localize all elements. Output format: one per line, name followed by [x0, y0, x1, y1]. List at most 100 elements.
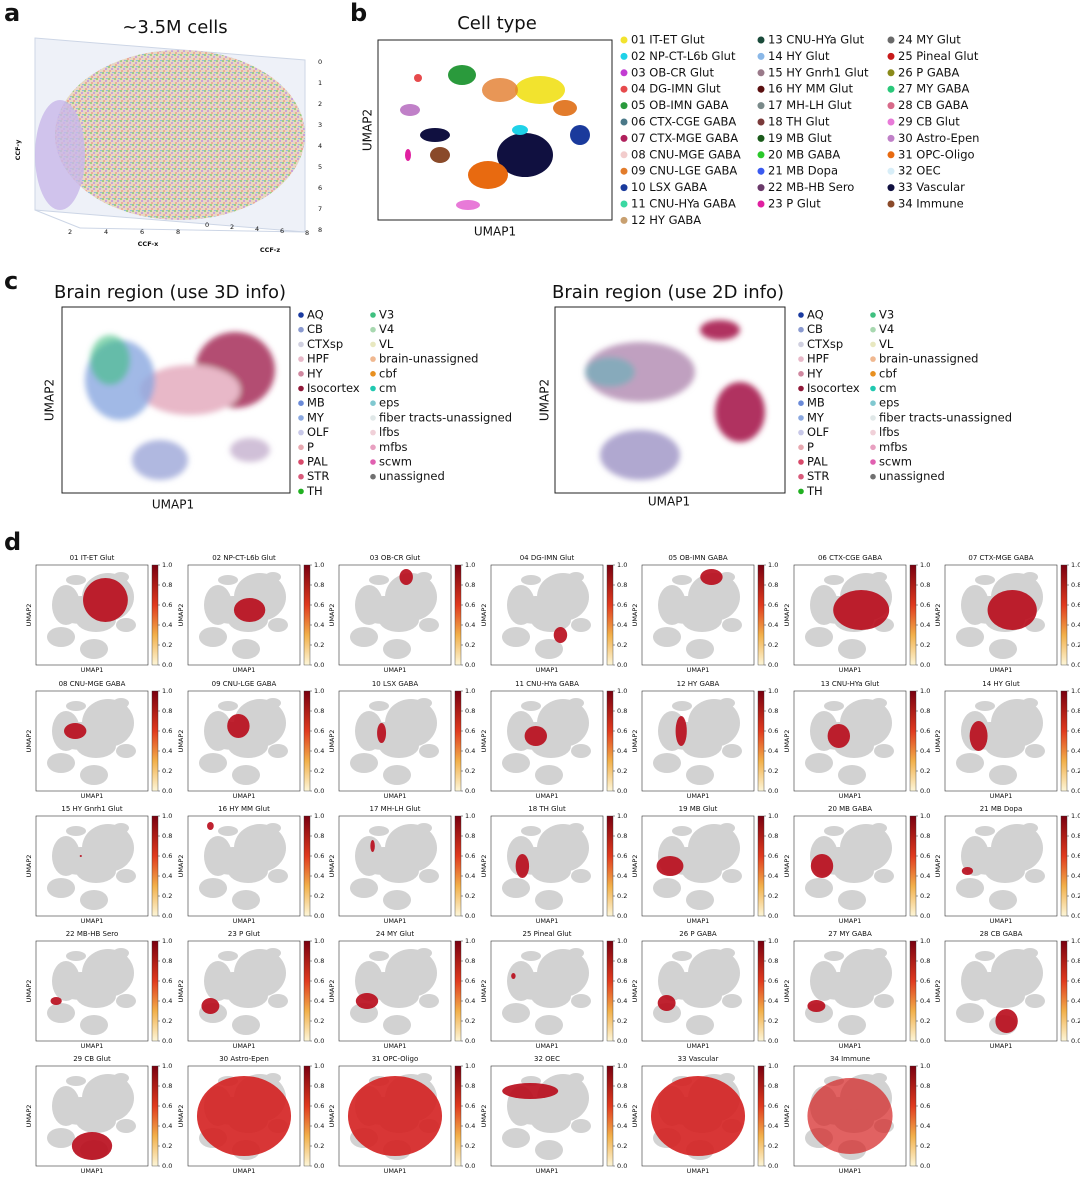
colorbar-tick-label: 0.2 [465, 1142, 475, 1150]
axis-label: UMAP1 [687, 666, 710, 674]
colorbar-tick-label: 0.4 [162, 747, 172, 755]
legend-label: HY [807, 366, 824, 380]
subplot: 27 MY GABA UMAP2 UMAP1 0.0 0.2 0.4 0.6 0.8 1.0 [783, 930, 930, 1050]
axis-label: UMAP1 [990, 917, 1013, 925]
legend-marker [798, 459, 804, 465]
subplot-title: 30 Astro-Epen [219, 1055, 269, 1063]
legend-label: lfbs [379, 425, 400, 439]
legend-marker [870, 326, 876, 333]
colorbar-tick-label: 0.0 [162, 787, 172, 795]
legend-label: 17 MH-LH Glut [768, 98, 852, 112]
legend-marker [620, 134, 628, 142]
colorbar [909, 940, 917, 1042]
legend-marker [798, 341, 804, 348]
legend-label: 23 P Glut [768, 197, 821, 211]
legend-label: AQ [307, 308, 324, 322]
colorbar-tick-label: 0.4 [617, 872, 627, 880]
colorbar-tick-label: 0.0 [920, 787, 930, 795]
colorbar-tick-label: 0.8 [617, 707, 627, 715]
legend-marker [757, 118, 765, 126]
axis-label: UMAP1 [839, 1167, 862, 1175]
legend-label: scwm [879, 455, 912, 469]
highlight [502, 1083, 559, 1099]
legend-marker [870, 459, 876, 465]
legend-label: 01 IT-ET Glut [631, 33, 705, 47]
colorbar [454, 1065, 462, 1167]
legend-label: 15 HY Gnrh1 Glut [768, 65, 869, 79]
axis-label: UMAP2 [631, 855, 639, 878]
legend-marker [370, 400, 376, 407]
subplot: 13 CNU-HYa Glut UMAP2 UMAP1 0.0 0.2 0.4 0.6 0.8… [783, 680, 930, 800]
axis-label: UMAP1 [81, 917, 104, 925]
colorbar-tick-label: 1.0 [920, 561, 930, 569]
legend-label: 30 Astro-Epen [898, 131, 979, 145]
legend-label: 29 CB Glut [898, 115, 960, 129]
highlight [355, 993, 379, 1009]
subplot: 16 HY MM Glut UMAP2 UMAP1 0.0 0.2 0.4 0.6 0.8 1.… [177, 805, 324, 925]
legend-label: fiber tracts-unassigned [879, 410, 1012, 424]
panel-title: ~3.5M cells [122, 17, 227, 38]
colorbar-tick-label: 0.2 [314, 1017, 324, 1025]
legend-marker [870, 312, 876, 318]
legend-label: 09 CNU-LGE GABA [631, 164, 737, 178]
legend-label: CB [807, 322, 823, 336]
colorbar-tick-label: 0.8 [162, 581, 172, 589]
colorbar [454, 940, 462, 1042]
axis-label: UMAP1 [687, 917, 710, 925]
highlight [227, 714, 250, 738]
subplot: 11 CNU-HYa GABA UMAP2 UMAP1 0.0 0.2 0.4 0.6 0.8… [480, 680, 627, 800]
colorbar-tick-label: 1.0 [314, 812, 324, 820]
legend-marker [620, 118, 628, 126]
tick-label: 8 [176, 228, 180, 236]
legend-label: 06 CTX-CGE GABA [631, 115, 736, 129]
legend-label: CB [307, 322, 323, 336]
legend-label: V4 [879, 322, 894, 336]
colorbar [606, 564, 614, 666]
colorbar-tick-label: 1.0 [314, 937, 324, 945]
colorbar-tick-label: 1.0 [465, 1062, 475, 1070]
colorbar-tick-label: 0.8 [920, 581, 930, 589]
subplot: 19 MB Glut UMAP2 UMAP1 0.0 0.2 0.4 0.6 0.8 1.0 [631, 805, 778, 925]
colorbar-tick-label: 1.0 [617, 687, 627, 695]
panel-label: d [4, 528, 21, 556]
colorbar-tick-label: 0.4 [1071, 621, 1080, 629]
subplot: 07 CTX-MGE GABA UMAP2 UMAP1 0.0 0.2 0.4 0.6 0.8… [934, 554, 1080, 674]
colorbar-tick-label: 0.0 [162, 1162, 172, 1170]
axis-label: UMAP1 [839, 1042, 862, 1050]
legend-marker [887, 102, 895, 110]
axis-label: UMAP2 [934, 980, 942, 1003]
legend-label: 11 CNU-HYa GABA [631, 197, 736, 211]
legend-label: VL [879, 337, 894, 351]
highlight [201, 998, 220, 1014]
colorbar-tick-label: 0.2 [314, 892, 324, 900]
colorbar-tick-label: 0.6 [162, 852, 172, 860]
colorbar-tick-label: 0.8 [768, 581, 778, 589]
axis-label: UMAP1 [233, 1042, 256, 1050]
legend-marker [798, 415, 804, 421]
legend-marker [370, 341, 376, 348]
axis-label: UMAP2 [177, 855, 185, 878]
colorbar-tick-label: 0.0 [162, 912, 172, 920]
colorbar-tick-label: 0.6 [920, 727, 930, 735]
colorbar-tick-label: 0.8 [465, 832, 475, 840]
colorbar-tick-label: 0.6 [465, 852, 475, 860]
colorbar-tick-label: 0.8 [617, 832, 627, 840]
legend-marker [620, 36, 628, 44]
legend-marker [798, 371, 804, 377]
subplot-title: 26 P GABA [679, 930, 717, 938]
colorbar-tick-label: 0.4 [314, 621, 324, 629]
subplot-title: 20 MB GABA [828, 805, 872, 813]
panel-label: a [4, 0, 20, 27]
legend-marker [870, 341, 876, 348]
axis-label: UMAP2 [480, 855, 488, 878]
legend-label: OLF [807, 425, 829, 439]
colorbar-tick-label: 0.0 [314, 912, 324, 920]
legend-marker [887, 167, 895, 175]
legend-marker [370, 429, 376, 436]
legend-label: 31 OPC-Oligo [898, 147, 975, 161]
colorbar-tick-label: 0.4 [920, 872, 930, 880]
colorbar-tick-label: 0.4 [162, 872, 172, 880]
axis-label: UMAP1 [152, 498, 194, 512]
subplot-title: 08 CNU-MGE GABA [59, 680, 126, 688]
legend-marker [757, 85, 765, 93]
